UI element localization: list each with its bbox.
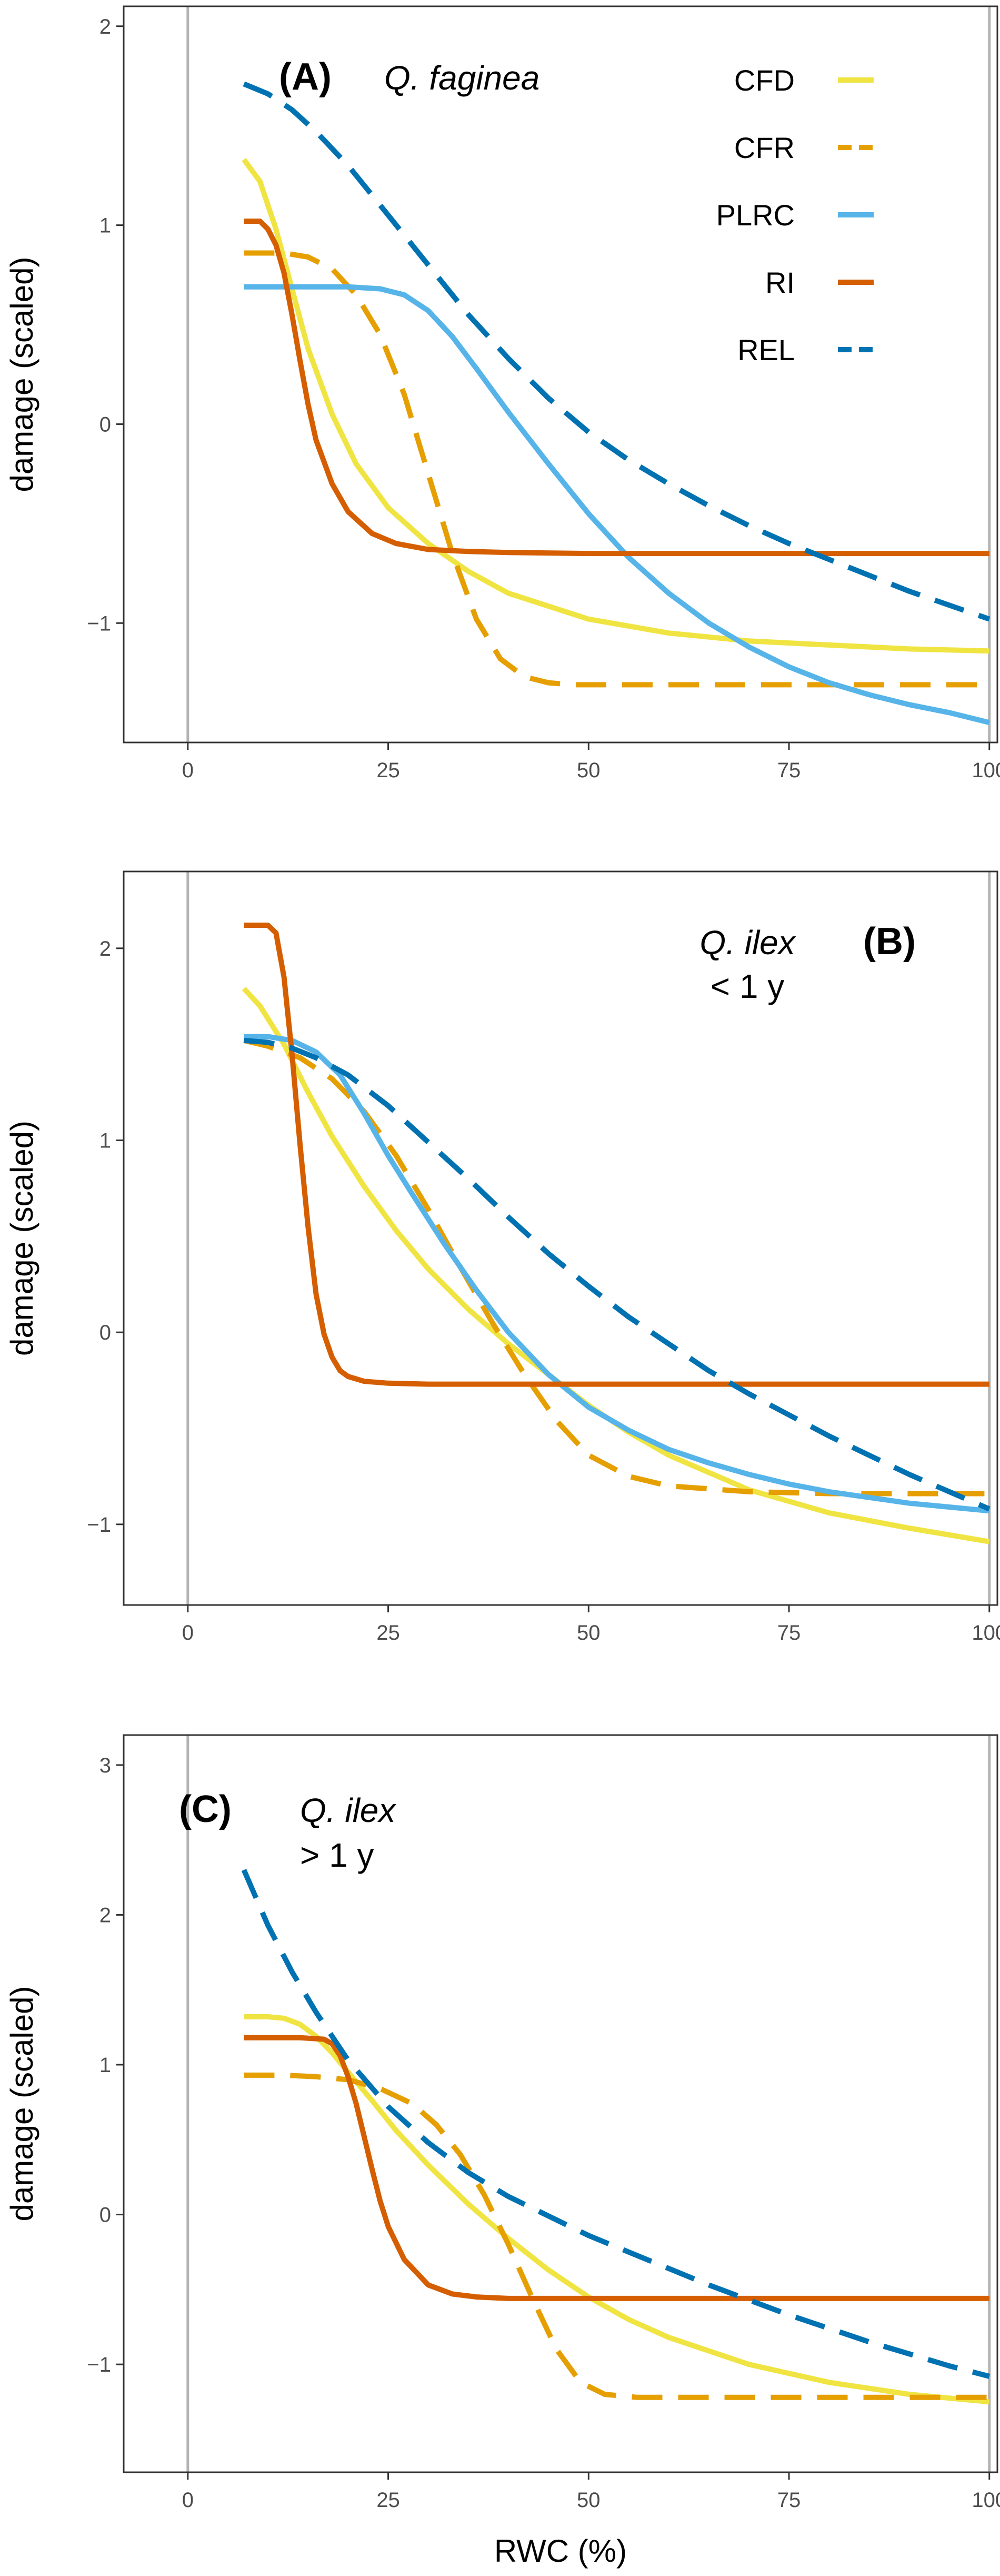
series-line-cfd [242, 987, 990, 1544]
y-tick-label: 2 [99, 1904, 111, 1927]
series-line-cfr [244, 250, 989, 688]
x-tick-label: 100 [972, 1621, 1000, 1644]
y-tick-label: 3 [99, 1754, 111, 1777]
panel-c: 0 25 50 75 100 −1 0 1 2 3 damage (scaled) RWC (%) (C… [4, 1734, 1000, 2569]
x-tick-label: 25 [376, 1621, 400, 1644]
panel-border [123, 870, 998, 1606]
y-tick-label: 0 [99, 1321, 111, 1344]
y-tick-label: 0 [99, 413, 111, 436]
x-tick-label: 100 [972, 2489, 1000, 2512]
legend-label-cfr: CFR [734, 131, 795, 164]
age-label: < 1 y [711, 967, 785, 1005]
species-label: Q. ilex [300, 1791, 396, 1829]
y-axis-title: damage (scaled) [4, 257, 39, 492]
y-tick-label: 1 [99, 214, 111, 237]
y-tick-label: −1 [87, 2353, 111, 2376]
series-line-ri [244, 219, 989, 557]
y-tick-label: −1 [87, 612, 111, 635]
series-line-plrc [244, 1034, 990, 1514]
x-tick-label: 75 [777, 2489, 801, 2512]
series-line-cfr [243, 1038, 989, 1497]
panel-border [123, 1734, 998, 2473]
y-tick-label: 2 [99, 937, 111, 960]
series-line-cfd [242, 157, 989, 654]
series-line-ri [244, 2035, 989, 2301]
x-axis-title: RWC (%) [494, 2533, 627, 2569]
series-line-plrc [244, 284, 991, 726]
x-tick-label: 100 [972, 759, 1000, 782]
x-tick-label: 0 [182, 1621, 194, 1644]
legend: CFD CFR PLRC RI REL [716, 64, 874, 366]
x-tick-label: 50 [577, 1621, 601, 1644]
series-line-rel [241, 1869, 991, 2379]
series-line-ri [244, 923, 989, 1387]
series-line-cfr [244, 2072, 989, 2400]
x-tick-label: 0 [182, 2489, 194, 2512]
series-line-rel [243, 81, 991, 622]
panel-label: (A) [279, 56, 332, 98]
panel-border [123, 5, 998, 744]
x-tick-label: 25 [376, 2489, 400, 2512]
y-axis-title: damage (scaled) [4, 1121, 39, 1356]
y-tick-label: 2 [99, 15, 111, 38]
x-tick-label: 25 [376, 759, 400, 782]
legend-label-cfd: CFD [734, 64, 795, 97]
age-label: > 1 y [300, 1836, 374, 1874]
y-tick-label: 1 [99, 2054, 111, 2077]
panel-b: 0 25 50 75 100 −1 0 1 2 damage (scaled) Q. ilex < 1… [4, 870, 1000, 1644]
legend-label-ri: RI [765, 266, 795, 299]
panel-a: 0 25 50 75 100 −1 0 1 2 damage (scaled) (A) Q. fagi… [4, 5, 1000, 782]
y-tick-label: 1 [99, 1130, 111, 1153]
x-tick-label: 50 [577, 2489, 601, 2512]
y-axis-title: damage (scaled) [4, 1986, 39, 2222]
x-tick-label: 50 [577, 759, 601, 782]
panel-label: (C) [179, 1788, 232, 1830]
panel-label: (B) [863, 920, 916, 963]
legend-label-rel: REL [737, 333, 795, 366]
legend-label-plrc: PLRC [716, 199, 795, 232]
y-tick-label: −1 [87, 1513, 111, 1537]
x-tick-label: 0 [182, 759, 194, 782]
series-line-rel [244, 1037, 991, 1512]
x-tick-label: 75 [777, 759, 801, 782]
y-tick-label: 0 [99, 2204, 111, 2227]
x-tick-label: 75 [777, 1621, 801, 1644]
series-line-cfd [244, 2014, 990, 2405]
species-label: Q. ilex [699, 924, 796, 962]
species-label: Q. faginea [384, 59, 539, 97]
